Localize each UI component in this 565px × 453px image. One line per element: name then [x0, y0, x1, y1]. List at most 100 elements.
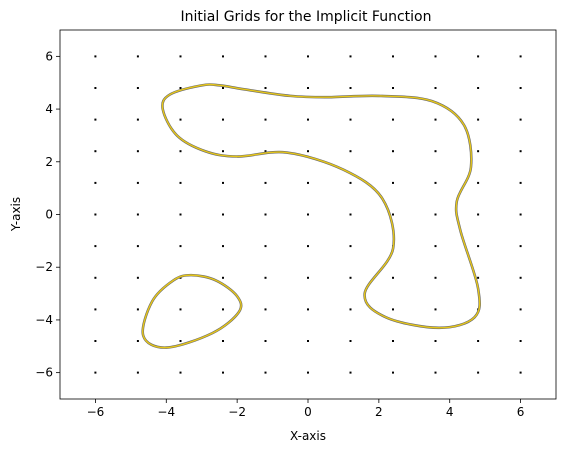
- grid-point: [94, 87, 97, 89]
- grid-point: [434, 55, 437, 58]
- tick-layer: −6 −4 −2 0 2 4 6 −6 −4 −2 0 2 4 6: [35, 49, 524, 419]
- grid-point: [434, 118, 437, 121]
- grid-point: [179, 245, 182, 248]
- grid-point: [519, 181, 522, 184]
- grid-point: [136, 371, 139, 374]
- grid-point: [264, 340, 267, 342]
- grid-point: [222, 245, 224, 248]
- grid-point: [519, 87, 522, 89]
- x-axis-label: X-axis: [290, 429, 326, 443]
- grid-point: [222, 276, 224, 279]
- grid-point: [179, 150, 182, 153]
- grid-point: [434, 276, 437, 279]
- grid-point: [349, 181, 352, 184]
- grid-point: [94, 276, 97, 279]
- grid-point: [264, 87, 267, 89]
- grid-point: [519, 276, 522, 279]
- grid-point: [477, 371, 480, 374]
- grid-point: [94, 55, 97, 58]
- grid-point: [222, 213, 224, 216]
- x-tick-label: −2: [228, 405, 246, 419]
- grid-point: [94, 213, 97, 216]
- grid-point: [264, 245, 267, 248]
- grid-point: [307, 213, 309, 216]
- grid-point: [434, 308, 437, 311]
- grid-point: [136, 150, 139, 153]
- grid-point: [349, 87, 352, 89]
- grid-point: [136, 181, 139, 184]
- grid-point: [136, 118, 139, 121]
- y-tick-label: −4: [35, 313, 53, 327]
- grid-point: [136, 276, 139, 279]
- grid-point: [222, 87, 224, 89]
- grid-point: [136, 87, 139, 89]
- grid-point: [307, 181, 309, 184]
- y-tick-label: 0: [45, 208, 53, 222]
- grid-point: [179, 55, 182, 58]
- grid-point: [519, 371, 522, 374]
- grid-point: [94, 150, 97, 153]
- grid-point: [392, 213, 394, 216]
- grid-point: [349, 308, 352, 311]
- grid-point: [179, 308, 182, 311]
- grid-point: [222, 308, 224, 311]
- grid-point: [179, 213, 182, 216]
- grid-point: [179, 371, 182, 374]
- grid-point: [136, 340, 139, 342]
- grid-point: [222, 150, 224, 153]
- grid-point: [136, 245, 139, 248]
- grid-point: [264, 118, 267, 121]
- y-tick-label: 6: [45, 49, 53, 63]
- grid-point: [179, 87, 182, 89]
- grid-point: [264, 308, 267, 311]
- grid-point: [94, 308, 97, 311]
- grid-point: [392, 276, 394, 279]
- grid-point: [307, 371, 309, 374]
- curve-layer: [141, 83, 481, 349]
- grid-point: [519, 55, 522, 58]
- grid-point: [349, 118, 352, 121]
- grid-point: [392, 181, 394, 184]
- grid-point: [307, 308, 309, 311]
- grid-point: [519, 118, 522, 121]
- grid-point: [519, 308, 522, 311]
- grid-point: [222, 181, 224, 184]
- grid-point: [264, 371, 267, 374]
- curve-2: [142, 274, 242, 349]
- grid-point: [434, 371, 437, 374]
- grid-point: [264, 55, 267, 58]
- curve-1: [161, 83, 481, 329]
- grid-point: [392, 118, 394, 121]
- grid-point: [519, 213, 522, 216]
- grid-point: [392, 371, 394, 374]
- y-tick-label: 4: [45, 102, 53, 116]
- grid-point: [222, 55, 224, 58]
- grid-point: [477, 87, 480, 89]
- grid-point: [477, 118, 480, 121]
- grid-point: [94, 118, 97, 121]
- grid-point: [477, 150, 480, 153]
- y-tick-label: −6: [35, 366, 53, 380]
- grid-point: [349, 213, 352, 216]
- grid-point: [392, 150, 394, 153]
- grid-point: [307, 118, 309, 121]
- grid-point: [94, 340, 97, 342]
- grid-point: [392, 340, 394, 342]
- grid-point: [179, 340, 182, 342]
- grid-point: [94, 371, 97, 374]
- grid-point: [179, 118, 182, 121]
- grid-point: [519, 340, 522, 342]
- x-tick-label: −6: [87, 405, 105, 419]
- grid-point: [434, 181, 437, 184]
- grid-point: [264, 213, 267, 216]
- grid-point: [477, 181, 480, 184]
- grid-point: [349, 55, 352, 58]
- grid-point: [434, 150, 437, 153]
- grid-point: [349, 245, 352, 248]
- grid-point: [477, 276, 480, 279]
- x-tick-label: −4: [157, 405, 175, 419]
- grid-point: [136, 55, 139, 58]
- grid-point: [307, 245, 309, 248]
- grid-point: [307, 276, 309, 279]
- grid-point: [222, 340, 224, 342]
